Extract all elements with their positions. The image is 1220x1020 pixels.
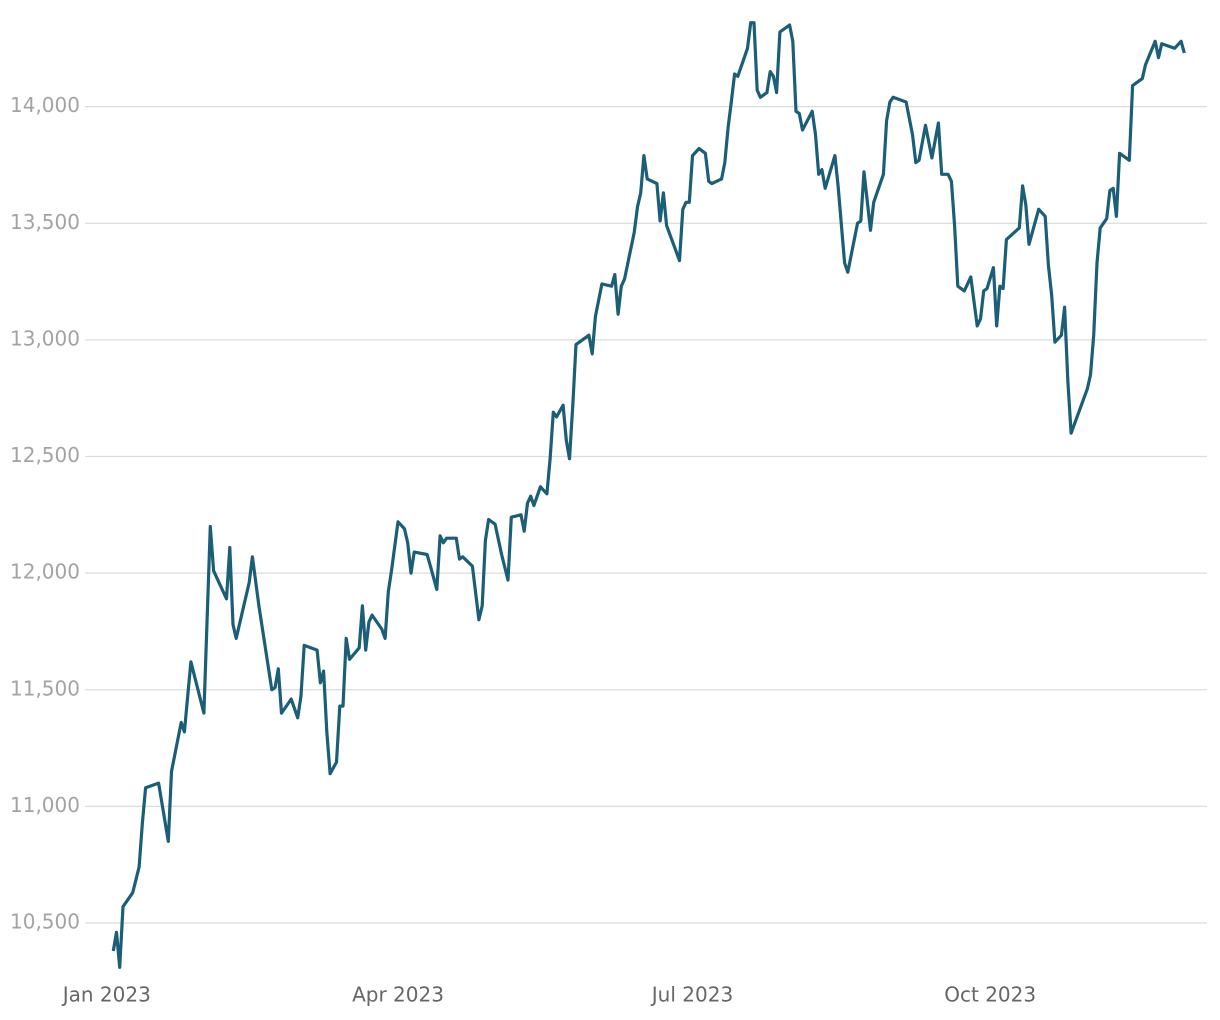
- y-tick-label: 14,000: [10, 93, 80, 117]
- x-tick-label: Jul 2023: [650, 983, 733, 1007]
- y-tick-label: 11,500: [10, 676, 80, 700]
- y-tick-label: 11,000: [10, 793, 80, 817]
- x-tick-label: Oct 2023: [944, 983, 1036, 1007]
- y-tick-label: 13,500: [10, 210, 80, 234]
- series-line: [111, 21, 1186, 969]
- y-tick-label: 12,500: [10, 443, 80, 467]
- y-tick-label: 12,000: [10, 560, 80, 584]
- x-tick-label: Jan 2023: [61, 983, 151, 1007]
- x-tick-label: Apr 2023: [352, 983, 444, 1007]
- y-tick-label: 10,500: [10, 910, 80, 934]
- y-tick-label: 13,000: [10, 326, 80, 350]
